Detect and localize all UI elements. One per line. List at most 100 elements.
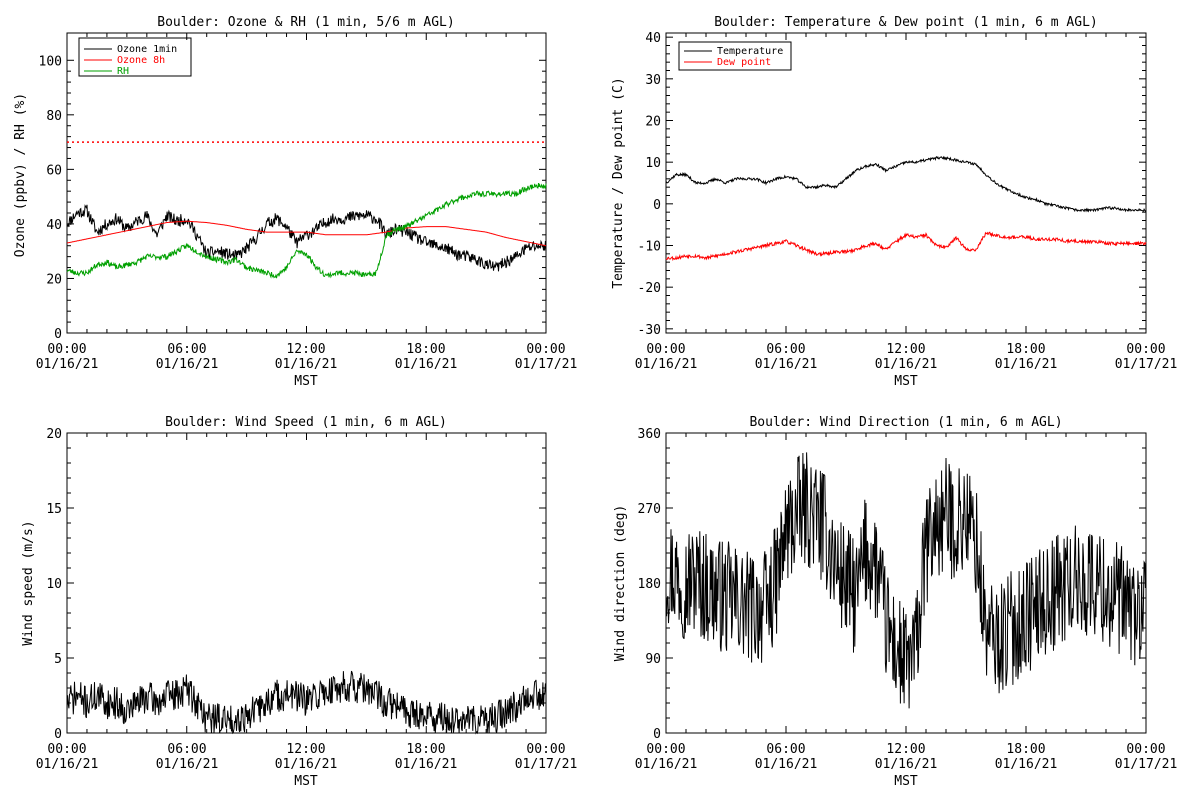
x-tick-time: 18:00 bbox=[1006, 742, 1045, 757]
y-tick-label: -30 bbox=[638, 323, 661, 338]
x-tick-date: 01/16/21 bbox=[36, 357, 99, 372]
y-axis-label: Temperature / Dew point (C) bbox=[611, 77, 626, 288]
y-tick-label: 15 bbox=[46, 502, 62, 517]
legend: Ozone 1min Ozone 8h RH bbox=[78, 37, 192, 77]
x-tick-time: 18:00 bbox=[406, 342, 445, 357]
x-tick-date: 01/16/21 bbox=[635, 357, 698, 372]
x-tick-date: 01/16/21 bbox=[875, 757, 938, 772]
y-axis-label: Ozone (ppbv) / RH (%) bbox=[13, 93, 28, 257]
y-tick-label: 360 bbox=[638, 427, 661, 442]
x-tick-time: 06:00 bbox=[167, 342, 206, 357]
legend-entry: RH bbox=[117, 66, 129, 77]
x-tick-date: 01/16/21 bbox=[275, 757, 338, 772]
series-line-dew-point bbox=[665, 231, 1147, 262]
panel-ozone-rh: Boulder: Ozone & RH (1 min, 5/6 m AGL) O… bbox=[13, 15, 577, 389]
plot-frame bbox=[66, 32, 547, 334]
x-axis-label: MST bbox=[294, 774, 318, 789]
x-tick-time: 06:00 bbox=[167, 742, 206, 757]
legend-box bbox=[678, 41, 792, 71]
x-tick-time: 00:00 bbox=[526, 742, 565, 757]
y-axis-label: Wind speed (m/s) bbox=[21, 520, 36, 645]
x-tick-labels: 00:00 01/16/21 06:00 01/16/21 12:00 01/1… bbox=[635, 342, 1178, 372]
x-tick-time: 18:00 bbox=[406, 742, 445, 757]
panel-wind-speed: Boulder: Wind Speed (1 min, 6 m AGL) Win… bbox=[21, 415, 577, 789]
legend-entry: Temperature bbox=[717, 46, 783, 57]
x-tick-time: 12:00 bbox=[286, 742, 325, 757]
y-tick-label: 40 bbox=[46, 218, 62, 233]
series-line-rh bbox=[66, 183, 547, 279]
y-tick-label: 180 bbox=[638, 577, 661, 592]
y-tick-label: 0 bbox=[653, 198, 661, 213]
x-tick-time: 00:00 bbox=[1126, 742, 1165, 757]
x-tick-date: 01/16/21 bbox=[156, 757, 219, 772]
x-tick-date: 01/16/21 bbox=[635, 757, 698, 772]
y-tick-label: 90 bbox=[645, 652, 661, 667]
x-tick-date: 01/16/21 bbox=[395, 357, 458, 372]
x-tick-time: 00:00 bbox=[1126, 342, 1165, 357]
x-tick-time: 00:00 bbox=[646, 342, 685, 357]
series-line-ozone-1min bbox=[66, 204, 547, 272]
x-tick-time: 00:00 bbox=[526, 342, 565, 357]
legend: Temperature Dew point bbox=[678, 41, 792, 71]
panel-wind-direction: Boulder: Wind Direction (1 min, 6 m AGL)… bbox=[613, 415, 1177, 789]
y-tick-label: 270 bbox=[638, 502, 661, 517]
y-tick-label: 100 bbox=[39, 54, 62, 69]
x-tick-time: 06:00 bbox=[766, 742, 805, 757]
x-tick-date: 01/16/21 bbox=[275, 357, 338, 372]
x-tick-labels: 00:00 01/16/21 06:00 01/16/21 12:00 01/1… bbox=[36, 342, 578, 372]
x-tick-time: 12:00 bbox=[286, 342, 325, 357]
x-tick-time: 00:00 bbox=[47, 342, 86, 357]
x-tick-date: 01/16/21 bbox=[755, 757, 818, 772]
x-tick-date: 01/16/21 bbox=[395, 757, 458, 772]
x-tick-labels: 00:00 01/16/21 06:00 01/16/21 12:00 01/1… bbox=[635, 742, 1178, 772]
panel-temperature-dewpoint: Boulder: Temperature & Dew point (1 min,… bbox=[611, 15, 1177, 389]
legend-entry: Ozone 8h bbox=[117, 55, 165, 66]
series-line bbox=[665, 452, 1147, 709]
y-tick-label: 60 bbox=[46, 163, 62, 178]
x-tick-labels: 00:00 01/16/21 06:00 01/16/21 12:00 01/1… bbox=[36, 742, 578, 772]
series-line bbox=[66, 670, 547, 735]
y-tick-label: 40 bbox=[645, 31, 661, 46]
series-line-ozone-8h bbox=[66, 220, 547, 247]
x-axis-label: MST bbox=[294, 374, 318, 389]
panel-title: Boulder: Ozone & RH (1 min, 5/6 m AGL) bbox=[157, 15, 454, 30]
series-line-temperature bbox=[665, 155, 1147, 213]
plot-frame bbox=[66, 432, 547, 734]
x-tick-time: 06:00 bbox=[766, 342, 805, 357]
x-tick-date: 01/16/21 bbox=[36, 757, 99, 772]
legend-entry: Ozone 1min bbox=[117, 44, 177, 55]
x-tick-date: 01/17/21 bbox=[515, 357, 578, 372]
x-tick-time: 18:00 bbox=[1006, 342, 1045, 357]
legend-box bbox=[78, 37, 192, 77]
y-tick-label: 20 bbox=[46, 272, 62, 287]
x-tick-date: 01/16/21 bbox=[995, 357, 1058, 372]
x-tick-time: 00:00 bbox=[47, 742, 86, 757]
x-tick-date: 01/17/21 bbox=[515, 757, 578, 772]
y-tick-label: -20 bbox=[638, 281, 661, 296]
y-tick-label: 20 bbox=[46, 427, 62, 442]
x-tick-date: 01/16/21 bbox=[755, 357, 818, 372]
legend-entry: Dew point bbox=[717, 57, 771, 68]
panel-title: Boulder: Temperature & Dew point (1 min,… bbox=[714, 15, 1098, 30]
x-tick-time: 00:00 bbox=[646, 742, 685, 757]
x-tick-date: 01/16/21 bbox=[995, 757, 1058, 772]
x-axis-label: MST bbox=[894, 774, 918, 789]
y-tick-label: 80 bbox=[46, 109, 62, 124]
x-tick-time: 12:00 bbox=[886, 742, 925, 757]
x-axis-label: MST bbox=[894, 374, 918, 389]
panel-title: Boulder: Wind Speed (1 min, 6 m AGL) bbox=[165, 415, 447, 430]
plot-frame bbox=[665, 32, 1147, 334]
y-tick-label: 0 bbox=[54, 727, 62, 742]
y-axis-label: Wind direction (deg) bbox=[613, 505, 628, 662]
x-tick-date: 01/17/21 bbox=[1115, 757, 1178, 772]
y-tick-label: 0 bbox=[653, 727, 661, 742]
panel-title: Boulder: Wind Direction (1 min, 6 m AGL) bbox=[749, 415, 1062, 430]
y-tick-label: 0 bbox=[54, 327, 62, 342]
x-tick-date: 01/17/21 bbox=[1115, 357, 1178, 372]
x-tick-date: 01/16/21 bbox=[875, 357, 938, 372]
x-tick-date: 01/16/21 bbox=[156, 357, 219, 372]
y-tick-label: 10 bbox=[645, 156, 661, 171]
y-tick-label: 10 bbox=[46, 577, 62, 592]
y-tick-label: 20 bbox=[645, 115, 661, 130]
